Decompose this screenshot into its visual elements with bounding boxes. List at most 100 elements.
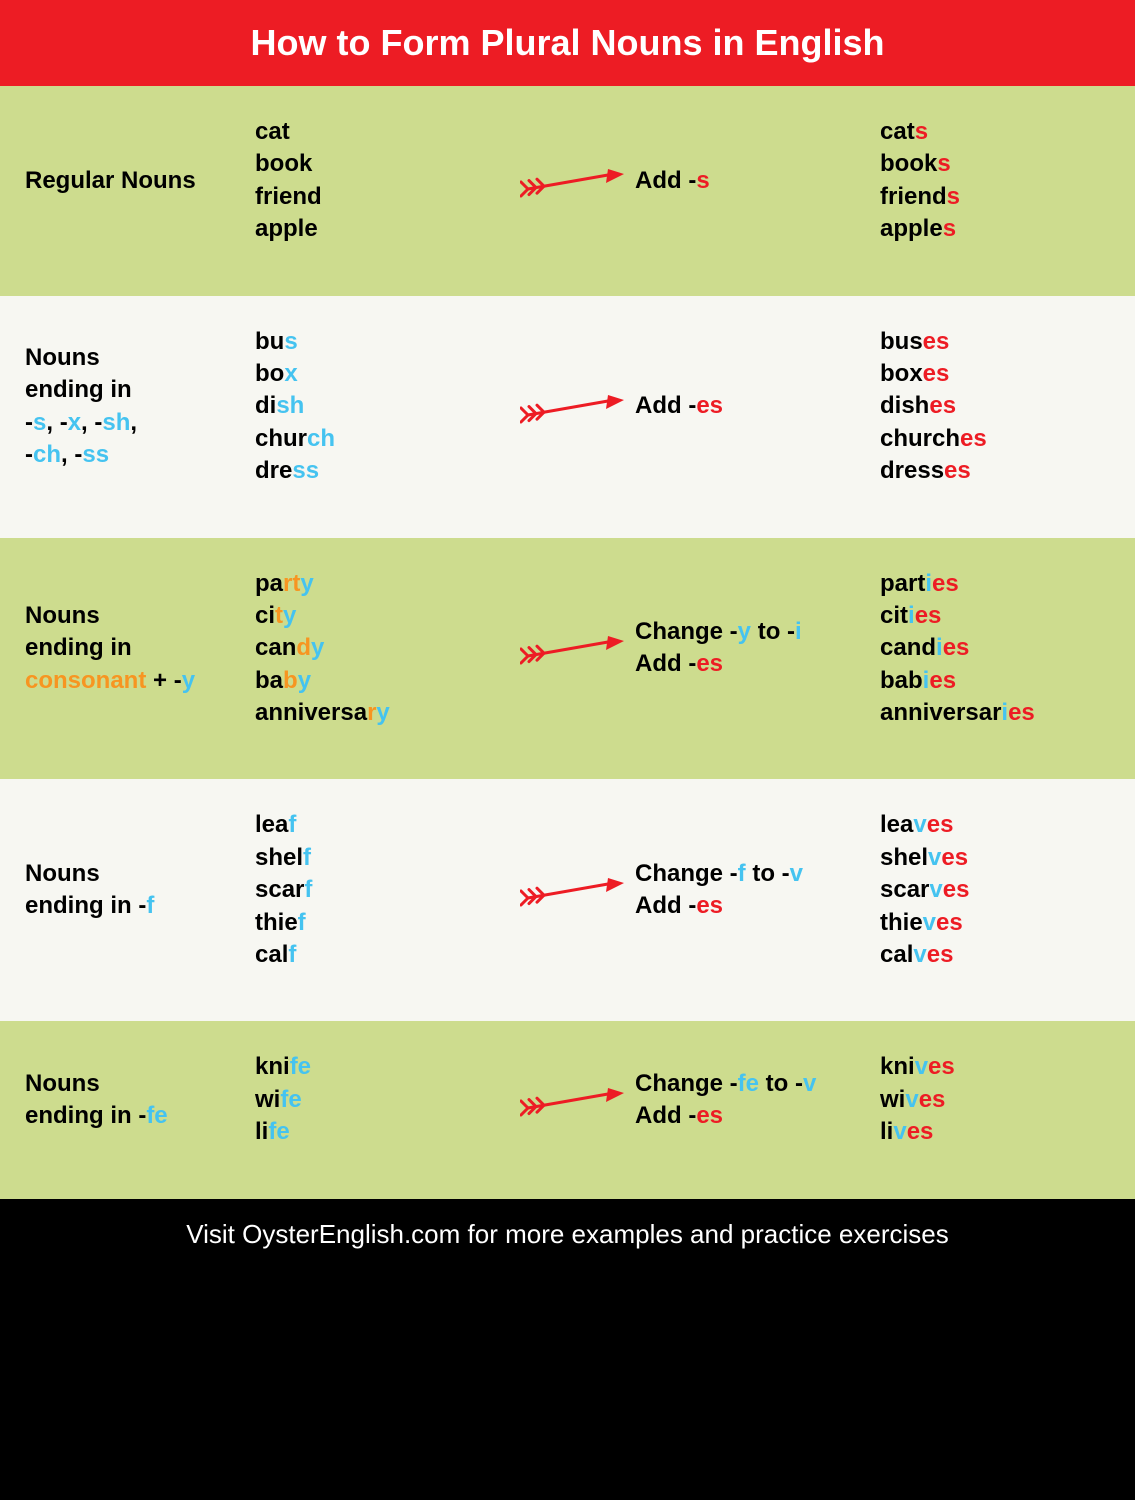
singular-examples: partycitycandybabyanniversary: [255, 568, 515, 730]
text-segment: Change -: [635, 1070, 738, 1097]
text-segment: es: [907, 1118, 934, 1145]
text-segment: book: [255, 150, 312, 177]
text-segment: ending in: [25, 376, 132, 403]
text-segment: Add -: [635, 650, 696, 677]
rule-description: Add -es: [635, 390, 880, 422]
text-segment: friend: [880, 183, 947, 210]
text-segment: v: [803, 1070, 816, 1097]
text-segment: f: [738, 860, 746, 887]
text-segment: pa: [255, 570, 283, 597]
plural-word: boxes: [880, 358, 1110, 390]
arrow-icon: [520, 870, 630, 910]
text-segment: dish: [880, 392, 929, 419]
text-segment: lea: [255, 811, 288, 838]
example-word: candy: [255, 632, 515, 664]
text-segment: es: [696, 1102, 723, 1129]
example-word: life: [255, 1116, 515, 1148]
text-segment: sh: [102, 409, 130, 436]
text-segment: es: [919, 1086, 946, 1113]
text-segment: d: [296, 634, 311, 661]
singular-examples: catbookfriendapple: [255, 116, 515, 246]
example-word: book: [255, 148, 515, 180]
text-segment: t: [275, 602, 283, 629]
plural-word: lives: [880, 1116, 1110, 1148]
example-word: dish: [255, 390, 515, 422]
example-word: wife: [255, 1084, 515, 1116]
plural-word: scarves: [880, 874, 1110, 906]
plural-word: dresses: [880, 455, 1110, 487]
text-segment: cat: [255, 118, 290, 145]
text-segment: ending in -: [25, 1102, 146, 1129]
plural-word: thieves: [880, 907, 1110, 939]
text-segment: chur: [255, 425, 307, 452]
text-segment: es: [944, 457, 971, 484]
text-segment: , -: [81, 409, 102, 436]
rule-line: Add -es: [635, 890, 880, 922]
plural-word: dishes: [880, 390, 1110, 422]
text-segment: -: [25, 409, 33, 436]
text-segment: es: [696, 392, 723, 419]
text-segment: s: [33, 409, 46, 436]
text-segment: consonant: [25, 667, 146, 694]
text-segment: kni: [880, 1053, 915, 1080]
text-segment: v: [928, 844, 941, 871]
rule-line: Add -es: [635, 390, 880, 422]
plural-word: churches: [880, 423, 1110, 455]
text-segment: v: [929, 876, 942, 903]
rule-category-label: Nounsending in -f: [25, 858, 255, 923]
rule-line: Add -es: [635, 1100, 880, 1132]
text-segment: r: [283, 570, 292, 597]
rule-row: Regular NounscatbookfriendappleAdd -scat…: [0, 86, 1135, 296]
singular-examples: busboxdishchurchdress: [255, 326, 515, 488]
text-segment: s: [284, 328, 297, 355]
text-segment: anniversa: [255, 699, 367, 726]
text-segment: -: [25, 441, 33, 468]
text-segment: x: [284, 360, 297, 387]
text-segment: li: [255, 1118, 268, 1145]
rule-line: Add -es: [635, 648, 880, 680]
rule-category-label: Nounsending in-s, -x, -sh,-ch, -ss: [25, 342, 255, 472]
text-segment: v: [905, 1086, 918, 1113]
text-segment: wi: [255, 1086, 280, 1113]
plural-word: parties: [880, 568, 1110, 600]
plural-word: knives: [880, 1051, 1110, 1083]
text-segment: y: [376, 699, 389, 726]
text-segment: wi: [880, 1086, 905, 1113]
text-segment: box: [880, 360, 923, 387]
text-segment: scar: [880, 876, 929, 903]
arrow-cell: [515, 628, 635, 668]
text-segment: b: [283, 667, 298, 694]
plural-examples: partiescitiescandiesbabiesanniversaries: [880, 568, 1110, 730]
plural-word: wives: [880, 1084, 1110, 1116]
text-segment: ending in: [25, 634, 132, 661]
example-word: baby: [255, 665, 515, 697]
text-segment: lea: [880, 811, 913, 838]
text-segment: s: [937, 150, 950, 177]
text-segment: es: [960, 425, 987, 452]
text-segment: Add -: [635, 167, 696, 194]
text-segment: es: [928, 1053, 955, 1080]
example-word: calf: [255, 939, 515, 971]
text-segment: cal: [880, 941, 913, 968]
text-segment: fe: [146, 1102, 167, 1129]
text-segment: es: [696, 650, 723, 677]
text-segment: x: [68, 409, 81, 436]
page-title: How to Form Plural Nouns in English: [0, 0, 1135, 86]
text-segment: y: [311, 634, 324, 661]
text-segment: y: [283, 602, 296, 629]
plural-word: shelves: [880, 842, 1110, 874]
arrow-icon: [520, 161, 630, 201]
example-word: party: [255, 568, 515, 600]
text-segment: anniversar: [880, 699, 1001, 726]
example-word: anniversary: [255, 697, 515, 729]
plural-word: candies: [880, 632, 1110, 664]
plural-word: buses: [880, 326, 1110, 358]
rule-line: Add -s: [635, 165, 880, 197]
rule-line: Change -y to -i: [635, 616, 880, 648]
text-segment: Nouns: [25, 860, 100, 887]
text-segment: Add -: [635, 892, 696, 919]
plural-word: babies: [880, 665, 1110, 697]
text-segment: to -: [751, 618, 795, 645]
text-segment: i: [936, 634, 943, 661]
text-segment: apple: [255, 215, 318, 242]
